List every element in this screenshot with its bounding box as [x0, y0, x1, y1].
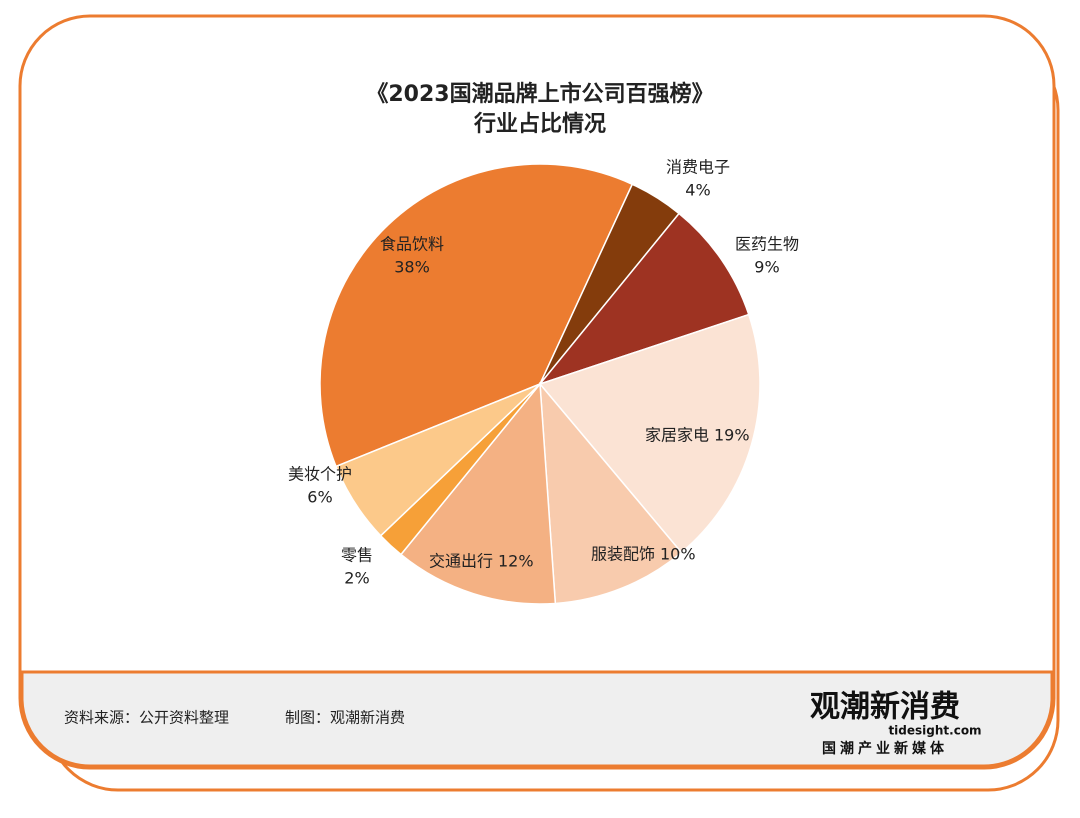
slice-value-label: 2% — [344, 569, 369, 588]
slice-label: 美妆个护 — [288, 465, 352, 484]
slice-value-label: 38% — [394, 258, 430, 277]
footer-band — [20, 670, 1054, 768]
slice-label: 消费电子 — [666, 158, 730, 177]
pie-slice — [539, 381, 683, 605]
slice-label: 家居家电 — [645, 426, 709, 445]
slice-label: 食品饮料 — [380, 235, 444, 254]
slice-value-label: 19% — [714, 426, 750, 445]
chart-title: 《2023国潮品牌上市公司百强榜》 — [366, 81, 713, 107]
chart-subtitle: 行业占比情况 — [473, 111, 606, 137]
slice-label: 交通出行 — [429, 552, 493, 571]
logo-site: tidesight.com — [888, 724, 981, 738]
slice-label: 服装配饰 — [591, 545, 655, 564]
logo-tagline: 国潮产业新媒体 — [822, 740, 948, 757]
pie-slice — [319, 163, 634, 468]
maker: 制图：观潮新消费 — [285, 709, 405, 727]
slice-value-label: 12% — [498, 552, 534, 571]
logo-name: 观潮新消费 — [810, 690, 960, 725]
slice-value-label: 6% — [307, 488, 332, 507]
source: 资料来源：公开资料整理 — [64, 709, 229, 727]
pie-slice — [538, 313, 761, 554]
pie-slice — [335, 383, 541, 537]
pie-slice — [537, 212, 750, 386]
pie-slice — [399, 382, 557, 605]
slice-label: 医药生物 — [735, 235, 799, 254]
slice-label: 零售 — [341, 546, 373, 565]
slice-value-label: 9% — [754, 258, 779, 277]
slice-value-label: 4% — [685, 181, 710, 200]
slice-value-label: 10% — [660, 545, 696, 564]
